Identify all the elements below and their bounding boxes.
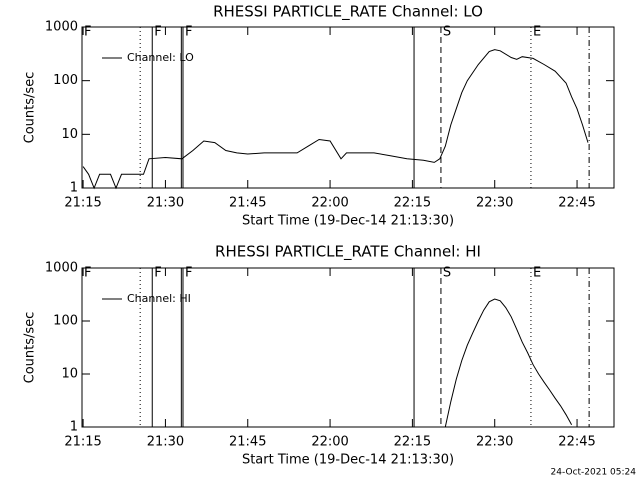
y-tick-label: 10 xyxy=(61,127,78,142)
chart-title: RHESSI PARTICLE_RATE Channel: LO xyxy=(213,3,483,22)
flag-label: S xyxy=(443,266,451,281)
x-tick-label: 21:30 xyxy=(147,196,184,211)
y-axis-title: Counts/sec xyxy=(23,312,38,384)
y-tick-label: 1000 xyxy=(45,261,78,276)
x-tick-label: 21:15 xyxy=(64,435,101,450)
flag-label: F xyxy=(154,266,161,281)
flag-label: S xyxy=(443,25,451,40)
x-tick-label: 21:15 xyxy=(64,196,101,211)
x-tick-label: 21:45 xyxy=(229,435,266,450)
x-axis-title: Start Time (19-Dec-14 21:13:30) xyxy=(242,453,454,468)
y-tick-label: 10 xyxy=(61,367,78,382)
x-axis-title: Start Time (19-Dec-14 21:13:30) xyxy=(242,214,454,229)
x-tick-label: 22:45 xyxy=(558,435,595,450)
y-tick-label: 100 xyxy=(53,73,78,88)
x-tick-label: 22:15 xyxy=(394,435,431,450)
plot-frame xyxy=(81,26,615,189)
y-tick-label: 1 xyxy=(70,181,78,196)
flag-label: F xyxy=(84,25,91,40)
x-tick-label: 22:45 xyxy=(558,196,595,211)
y-tick-label: 100 xyxy=(53,314,78,329)
data-line xyxy=(444,298,573,428)
flag-label: F xyxy=(185,25,192,40)
x-tick-label: 22:00 xyxy=(311,196,348,211)
y-tick-label: 1 xyxy=(70,420,78,435)
flag-label: F xyxy=(154,25,161,40)
plot-frame xyxy=(81,267,615,428)
x-tick-label: 22:30 xyxy=(476,435,513,450)
legend-label: Channel: LO xyxy=(127,51,194,64)
flag-label: F xyxy=(185,266,192,281)
footer: 24-Oct-2021 05:24 xyxy=(551,468,637,478)
x-tick-label: 22:00 xyxy=(311,435,348,450)
x-tick-label: 22:30 xyxy=(476,196,513,211)
y-tick-label: 1000 xyxy=(45,20,78,35)
data-line xyxy=(82,49,589,190)
flag-label: E xyxy=(533,25,541,40)
x-tick-label: 22:15 xyxy=(394,196,431,211)
flag-label: E xyxy=(533,266,541,281)
legend-label: Channel: HI xyxy=(127,292,191,305)
flag-label: F xyxy=(84,266,91,281)
chart-title: RHESSI PARTICLE_RATE Channel: HI xyxy=(215,243,481,262)
x-tick-label: 21:45 xyxy=(229,196,266,211)
y-axis-title: Counts/sec xyxy=(23,72,38,144)
x-tick-label: 21:30 xyxy=(147,435,184,450)
